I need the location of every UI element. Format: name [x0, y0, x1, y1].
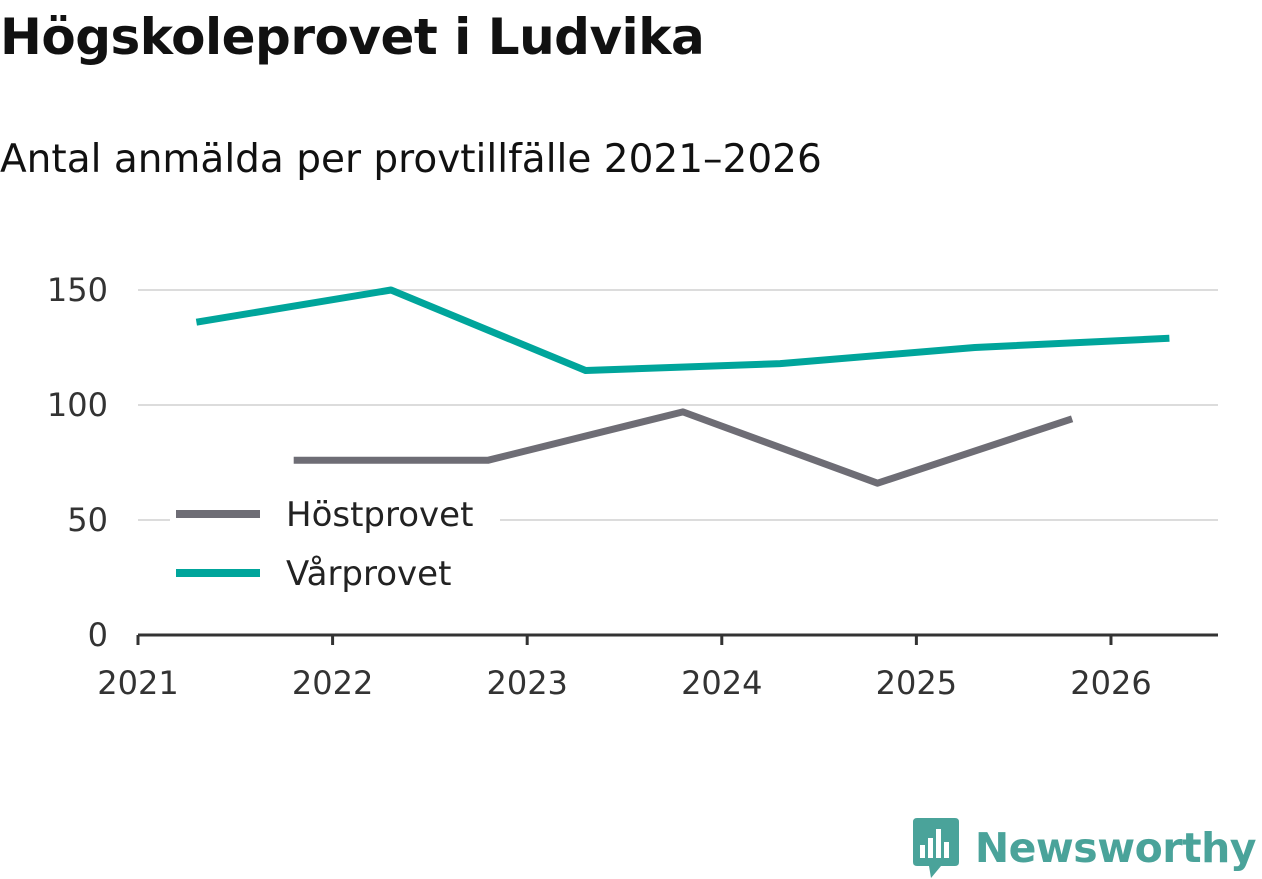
x-tick-label: 2024 [681, 664, 762, 702]
legend-label: Höstprovet [286, 495, 473, 535]
x-axis: 2021 2022 2023 2024 2025 2026 [97, 633, 1218, 702]
y-tick-label: 150 [47, 271, 108, 309]
series-line-hostprovet [293, 408, 1074, 487]
legend: Höstprovet Vårprovet [170, 490, 500, 602]
x-tick-label: 2025 [876, 664, 957, 702]
legend-background [170, 490, 500, 602]
x-tick-label: 2023 [486, 664, 567, 702]
y-axis-ticks: 0 50 100 150 [47, 271, 108, 654]
chart-title: Högskoleprovet i Ludvika [0, 8, 705, 66]
legend-label: Vårprovet [286, 554, 451, 594]
series-line-varprovet [195, 286, 1170, 374]
newsworthy-logo: Newsworthy [911, 817, 1257, 879]
x-tick-label: 2021 [97, 664, 178, 702]
y-tick-label: 0 [88, 616, 108, 654]
chart-subtitle: Antal anmälda per provtillfälle 2021–202… [0, 137, 822, 182]
series-lines [195, 286, 1170, 487]
x-tick-label: 2022 [292, 664, 373, 702]
x-tick-label: 2026 [1070, 664, 1151, 702]
gridlines [138, 289, 1218, 521]
y-tick-label: 100 [47, 386, 108, 424]
y-tick-label: 50 [67, 501, 108, 539]
newsworthy-chat-chart-icon [912, 818, 959, 878]
brand-name: Newsworthy [974, 824, 1257, 872]
